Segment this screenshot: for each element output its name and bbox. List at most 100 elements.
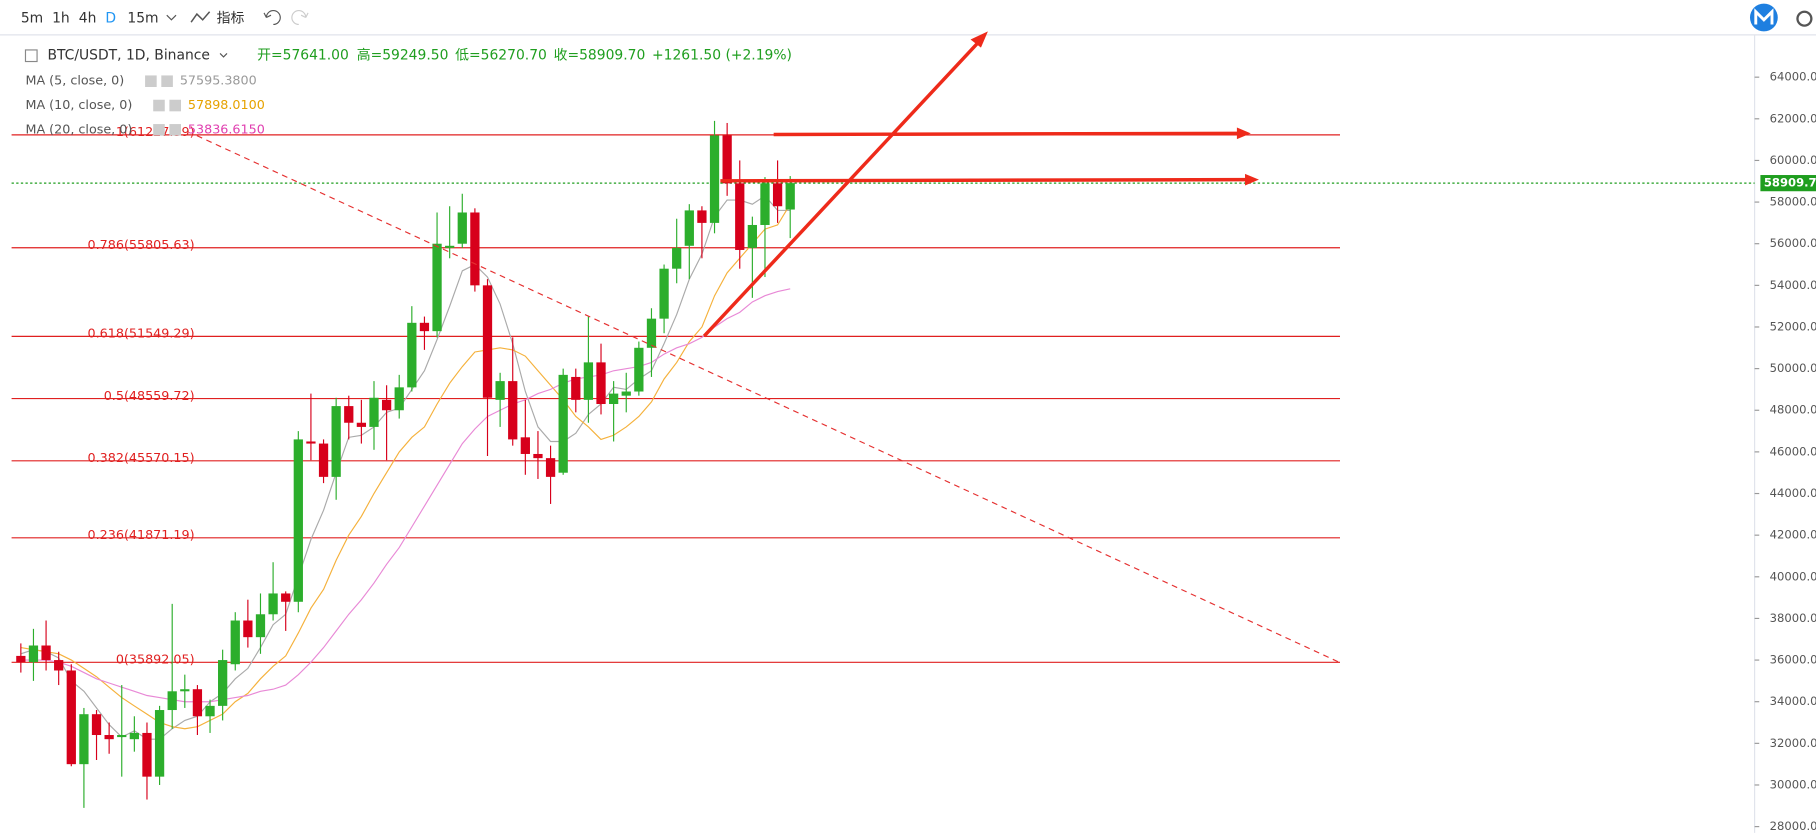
candle-body — [785, 183, 795, 210]
candle-body — [41, 645, 51, 661]
arrow-right — [773, 131, 1242, 137]
candle-body — [142, 732, 152, 777]
candle-body — [684, 210, 694, 246]
candle-body — [243, 620, 253, 638]
fib-label: 0.382(45570.15) — [88, 451, 195, 466]
ohlc-value: 开=57641.00 — [257, 48, 349, 64]
y-tick-label: 38000.00 — [1770, 611, 1816, 625]
candle-body — [533, 453, 543, 459]
interval-button[interactable]: 4h — [79, 11, 97, 27]
interval-button[interactable]: 5m — [21, 11, 43, 27]
collapse-icon[interactable] — [24, 49, 38, 63]
fib-label: 0.786(55805.63) — [88, 238, 195, 253]
indicator-icon[interactable] — [190, 11, 211, 23]
dropdown-icon[interactable] — [166, 14, 177, 21]
y-tick-label: 36000.00 — [1770, 653, 1816, 667]
candle-body — [735, 183, 745, 250]
candle-body — [545, 458, 556, 477]
candle-body — [419, 322, 430, 332]
candle-body — [16, 655, 26, 663]
candle-body — [281, 593, 291, 602]
y-tick-label: 62000.00 — [1770, 111, 1816, 125]
fib-label: 0.618(51549.29) — [88, 327, 195, 342]
remove-icon — [169, 99, 181, 112]
y-tick-label: 56000.00 — [1770, 236, 1816, 250]
undo-icon[interactable] — [263, 9, 281, 26]
visibility-icon — [153, 99, 165, 112]
candle-body — [104, 735, 114, 740]
toolbar: 5m 1h 4h D 15m 指标 — [21, 3, 1813, 32]
candle-body — [205, 705, 215, 717]
drawings — [196, 31, 1341, 664]
logo[interactable] — [1749, 3, 1778, 32]
candle-body — [596, 362, 606, 405]
settings-icon[interactable] — [1796, 10, 1813, 27]
arrow-head — [1245, 173, 1259, 186]
interval-button[interactable]: D — [105, 11, 116, 27]
y-tick-label: 48000.00 — [1770, 403, 1816, 417]
candle-body — [154, 710, 165, 777]
trend-line — [196, 135, 1341, 664]
candle-body — [772, 183, 783, 207]
candle-body — [54, 660, 64, 671]
ohlc-value: 收=58909.70 — [554, 48, 646, 64]
candle-body — [697, 210, 707, 223]
candle-body — [369, 397, 379, 427]
interval-button[interactable]: 15m — [127, 11, 158, 27]
ma-name: MA (10, close, 0) — [25, 98, 132, 113]
candle-body — [457, 212, 467, 244]
candle-body — [79, 714, 89, 765]
dropdown-icon — [219, 53, 228, 58]
indicators-button[interactable]: 指标 — [217, 11, 245, 27]
y-tick-label: 64000.00 — [1770, 70, 1816, 84]
ma-name: MA (20, close, 0) — [25, 122, 132, 137]
candle-body — [672, 247, 682, 269]
candle-body — [192, 689, 203, 717]
arrow-head — [970, 31, 988, 48]
ohlc-value: 高=59249.50 — [357, 47, 449, 64]
candle-body — [117, 735, 127, 738]
last-price-label: 58909.70 — [1764, 176, 1816, 190]
y-tick-label: 58000.00 — [1770, 195, 1816, 209]
candle-body — [722, 135, 732, 184]
candle-body — [445, 245, 455, 248]
y-tick-label: 46000.00 — [1770, 444, 1816, 458]
plot: 28000.00 30000.00 32000.00 34000.00 36000.00… — [11, 70, 1816, 833]
candle-body — [571, 376, 581, 400]
fib-label: 0(35892.05) — [116, 653, 195, 668]
candle-body — [634, 347, 644, 392]
candle-body — [608, 393, 619, 405]
candle-body — [432, 243, 442, 332]
candle-body — [470, 212, 480, 286]
candle-body — [508, 381, 518, 440]
legend: BTC/USDT, 1D, Binance 开=57641.00 高=59249.… — [24, 47, 792, 137]
candle-body — [356, 422, 367, 427]
y-tick-label: 60000.00 — [1770, 153, 1816, 167]
candle-body — [659, 268, 669, 319]
y-tick-label: 44000.00 — [1770, 486, 1816, 500]
visibility-icon — [153, 124, 165, 136]
ohlc-value: +1261.50 (+2.19%) — [652, 48, 792, 64]
y-tick-label: 34000.00 — [1770, 694, 1816, 708]
ma-line — [20, 203, 791, 730]
logo-mark — [1754, 8, 1774, 25]
ma-name: MA (5, close, 0) — [25, 74, 124, 89]
interval-button[interactable]: 1h — [52, 11, 70, 27]
symbol-title: BTC/USDT, 1D, Binance — [47, 48, 209, 64]
candle-body — [482, 285, 493, 398]
candle-body — [331, 406, 341, 477]
candle-body — [268, 593, 278, 615]
arrow-up — [702, 37, 984, 338]
y-tick-label: 40000.00 — [1770, 569, 1816, 583]
redo-icon[interactable] — [291, 9, 309, 26]
y-tick-label: 50000.00 — [1770, 361, 1816, 375]
y-tick-label: 52000.00 — [1770, 319, 1816, 333]
candle-body — [66, 670, 76, 765]
ma-value: 57898.0100 — [188, 98, 265, 113]
candle-body — [91, 714, 102, 736]
visibility-icon — [145, 75, 157, 88]
candle-body — [520, 437, 530, 454]
candle-body — [255, 614, 266, 638]
